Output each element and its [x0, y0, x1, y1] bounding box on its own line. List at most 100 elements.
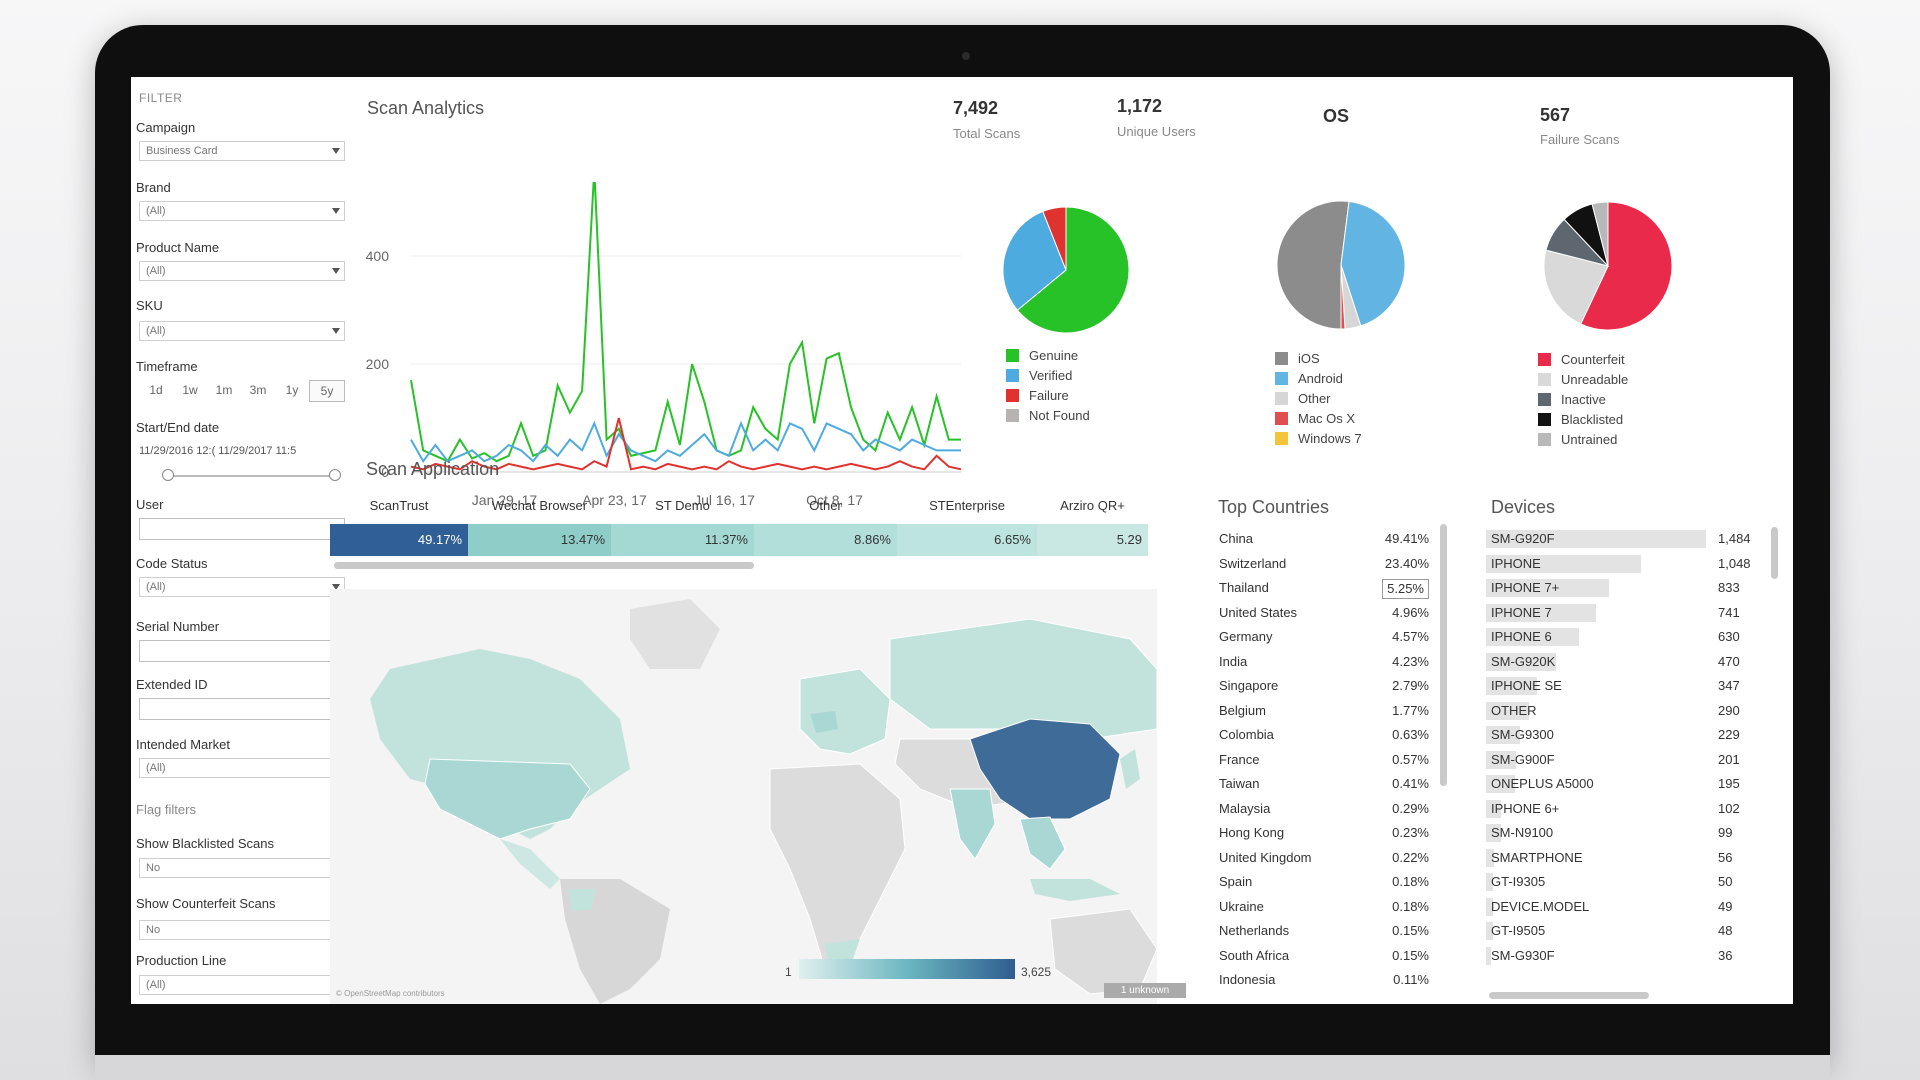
- device-row[interactable]: SM-G930F 36: [1486, 944, 1776, 969]
- show-counterfeit-dropdown[interactable]: No: [139, 920, 345, 940]
- serial-number-input[interactable]: [139, 640, 345, 662]
- country-row[interactable]: Ukraine 0.18%: [1214, 895, 1434, 920]
- horizontal-scrollbar[interactable]: [334, 562, 754, 569]
- device-row[interactable]: ONEPLUS A5000 195: [1486, 772, 1776, 797]
- slider-end-handle[interactable]: [329, 469, 341, 481]
- legend-item[interactable]: Counterfeit: [1538, 349, 1628, 369]
- legend-item[interactable]: Verified: [1006, 365, 1090, 385]
- europe[interactable]: [799, 668, 891, 755]
- central-america[interactable]: [500, 839, 560, 889]
- devices-scrollbar[interactable]: [1771, 527, 1778, 579]
- country-row[interactable]: Germany 4.57%: [1214, 625, 1434, 650]
- country-row[interactable]: Singapore 2.79%: [1214, 674, 1434, 699]
- country-row[interactable]: Indonesia 0.11%: [1214, 968, 1434, 993]
- app-column-header[interactable]: Wechat Browser: [491, 498, 588, 513]
- app-share-bar[interactable]: 8.86%: [754, 524, 897, 556]
- legend-item[interactable]: iOS: [1275, 348, 1362, 368]
- country-row[interactable]: China 49.41%: [1214, 527, 1434, 552]
- app-share-bar[interactable]: 11.37%: [611, 524, 754, 556]
- timeframe-1m[interactable]: 1m: [215, 383, 233, 397]
- legend-item[interactable]: Blacklisted: [1538, 409, 1628, 429]
- country-row[interactable]: India 4.23%: [1214, 650, 1434, 675]
- app-share-bar[interactable]: 6.65%: [897, 524, 1037, 556]
- country-row[interactable]: Hong Kong 0.23%: [1214, 821, 1434, 846]
- country-row[interactable]: United States 4.96%: [1214, 601, 1434, 626]
- slider-start-handle[interactable]: [162, 469, 174, 481]
- app-share-bar[interactable]: 13.47%: [468, 524, 611, 556]
- device-row[interactable]: SMARTPHONE 56: [1486, 846, 1776, 871]
- device-row[interactable]: SM-N9100 99: [1486, 821, 1776, 846]
- switzerland[interactable]: [810, 711, 838, 733]
- device-row[interactable]: IPHONE 1,048: [1486, 552, 1776, 577]
- russia[interactable]: [889, 618, 1157, 740]
- legend-item[interactable]: Untrained: [1538, 429, 1628, 449]
- country-row[interactable]: Taiwan 0.41%: [1214, 772, 1434, 797]
- timeframe-1d[interactable]: 1d: [149, 383, 163, 397]
- app-column-header[interactable]: Other: [809, 498, 842, 513]
- country-row[interactable]: Thailand 5.25%: [1214, 576, 1434, 601]
- world-choropleth-map[interactable]: [330, 589, 1157, 1004]
- app-share-bar[interactable]: 49.17%: [330, 524, 468, 556]
- country-row[interactable]: France 0.57%: [1214, 748, 1434, 773]
- timeframe-1w[interactable]: 1w: [182, 383, 198, 397]
- device-row[interactable]: IPHONE SE 347: [1486, 674, 1776, 699]
- legend-item[interactable]: Android: [1275, 368, 1362, 388]
- campaign-dropdown[interactable]: Business Card: [139, 141, 345, 161]
- country-row[interactable]: Spain 0.18%: [1214, 870, 1434, 895]
- country-row[interactable]: Belgium 1.77%: [1214, 699, 1434, 724]
- product-name-dropdown[interactable]: (All): [139, 261, 345, 281]
- legend-item[interactable]: Unreadable: [1538, 369, 1628, 389]
- device-row[interactable]: SM-G9300 229: [1486, 723, 1776, 748]
- legend-item[interactable]: Windows 7: [1275, 428, 1362, 448]
- device-row[interactable]: SM-G900F 201: [1486, 748, 1776, 773]
- india[interactable]: [949, 788, 996, 860]
- southeast-asia[interactable]: [1019, 816, 1066, 870]
- device-row[interactable]: IPHONE 7 741: [1486, 601, 1776, 626]
- sku-dropdown[interactable]: (All): [139, 321, 345, 341]
- timeframe-3m[interactable]: 3m: [249, 383, 267, 397]
- device-row[interactable]: DEVICE.MODEL 49: [1486, 895, 1776, 920]
- legend-item[interactable]: Mac Os X: [1275, 408, 1362, 428]
- device-row[interactable]: OTHER 290: [1486, 699, 1776, 724]
- countries-scrollbar[interactable]: [1440, 524, 1447, 786]
- country-row[interactable]: Netherlands 0.15%: [1214, 919, 1434, 944]
- country-row[interactable]: Malaysia 0.29%: [1214, 797, 1434, 822]
- country-row[interactable]: Switzerland 23.40%: [1214, 552, 1434, 577]
- user-input[interactable]: [139, 518, 345, 540]
- united-states[interactable]: [424, 758, 591, 840]
- country-row[interactable]: Colombia 0.63%: [1214, 723, 1434, 748]
- legend-item[interactable]: Genuine: [1006, 345, 1090, 365]
- app-share-bar[interactable]: 5.29: [1037, 524, 1148, 556]
- indonesia[interactable]: [1030, 879, 1120, 901]
- china[interactable]: [969, 718, 1121, 820]
- legend-item[interactable]: Failure: [1006, 385, 1090, 405]
- country-row[interactable]: South Africa 0.15%: [1214, 944, 1434, 969]
- legend-item[interactable]: Not Found: [1006, 405, 1090, 425]
- japan[interactable]: [1120, 749, 1140, 789]
- device-row[interactable]: SM-G920K 470: [1486, 650, 1776, 675]
- device-row[interactable]: IPHONE 6 630: [1486, 625, 1776, 650]
- unknown-badge[interactable]: 1 unknown: [1104, 983, 1186, 998]
- app-column-header[interactable]: ST Demo: [655, 498, 710, 513]
- colombia[interactable]: [568, 889, 595, 911]
- app-column-header[interactable]: Arziro QR+: [1060, 498, 1125, 513]
- brand-dropdown[interactable]: (All): [139, 201, 345, 221]
- timeframe-1y[interactable]: 1y: [285, 383, 299, 397]
- device-row[interactable]: IPHONE 7+ 833: [1486, 576, 1776, 601]
- app-column-header[interactable]: STEnterprise: [929, 498, 1005, 513]
- legend-item[interactable]: Inactive: [1538, 389, 1628, 409]
- device-row[interactable]: GT-I9505 48: [1486, 919, 1776, 944]
- code-status-dropdown[interactable]: (All): [139, 577, 345, 597]
- south-america[interactable]: [560, 879, 670, 1004]
- show-blacklisted-dropdown[interactable]: No: [139, 858, 345, 878]
- app-column-header[interactable]: ScanTrust: [369, 498, 429, 513]
- production-line-dropdown[interactable]: (All): [139, 975, 345, 995]
- timeframe-5y[interactable]: 5y: [309, 380, 345, 402]
- device-row[interactable]: GT-I9305 50: [1486, 870, 1776, 895]
- country-row[interactable]: United Kingdom 0.22%: [1214, 846, 1434, 871]
- legend-item[interactable]: Other: [1275, 388, 1362, 408]
- device-row[interactable]: SM-G920F 1,484: [1486, 527, 1776, 552]
- intended-market-dropdown[interactable]: (All): [139, 758, 345, 778]
- devices-hscrollbar[interactable]: [1489, 992, 1649, 999]
- date-range-slider[interactable]: [162, 469, 341, 481]
